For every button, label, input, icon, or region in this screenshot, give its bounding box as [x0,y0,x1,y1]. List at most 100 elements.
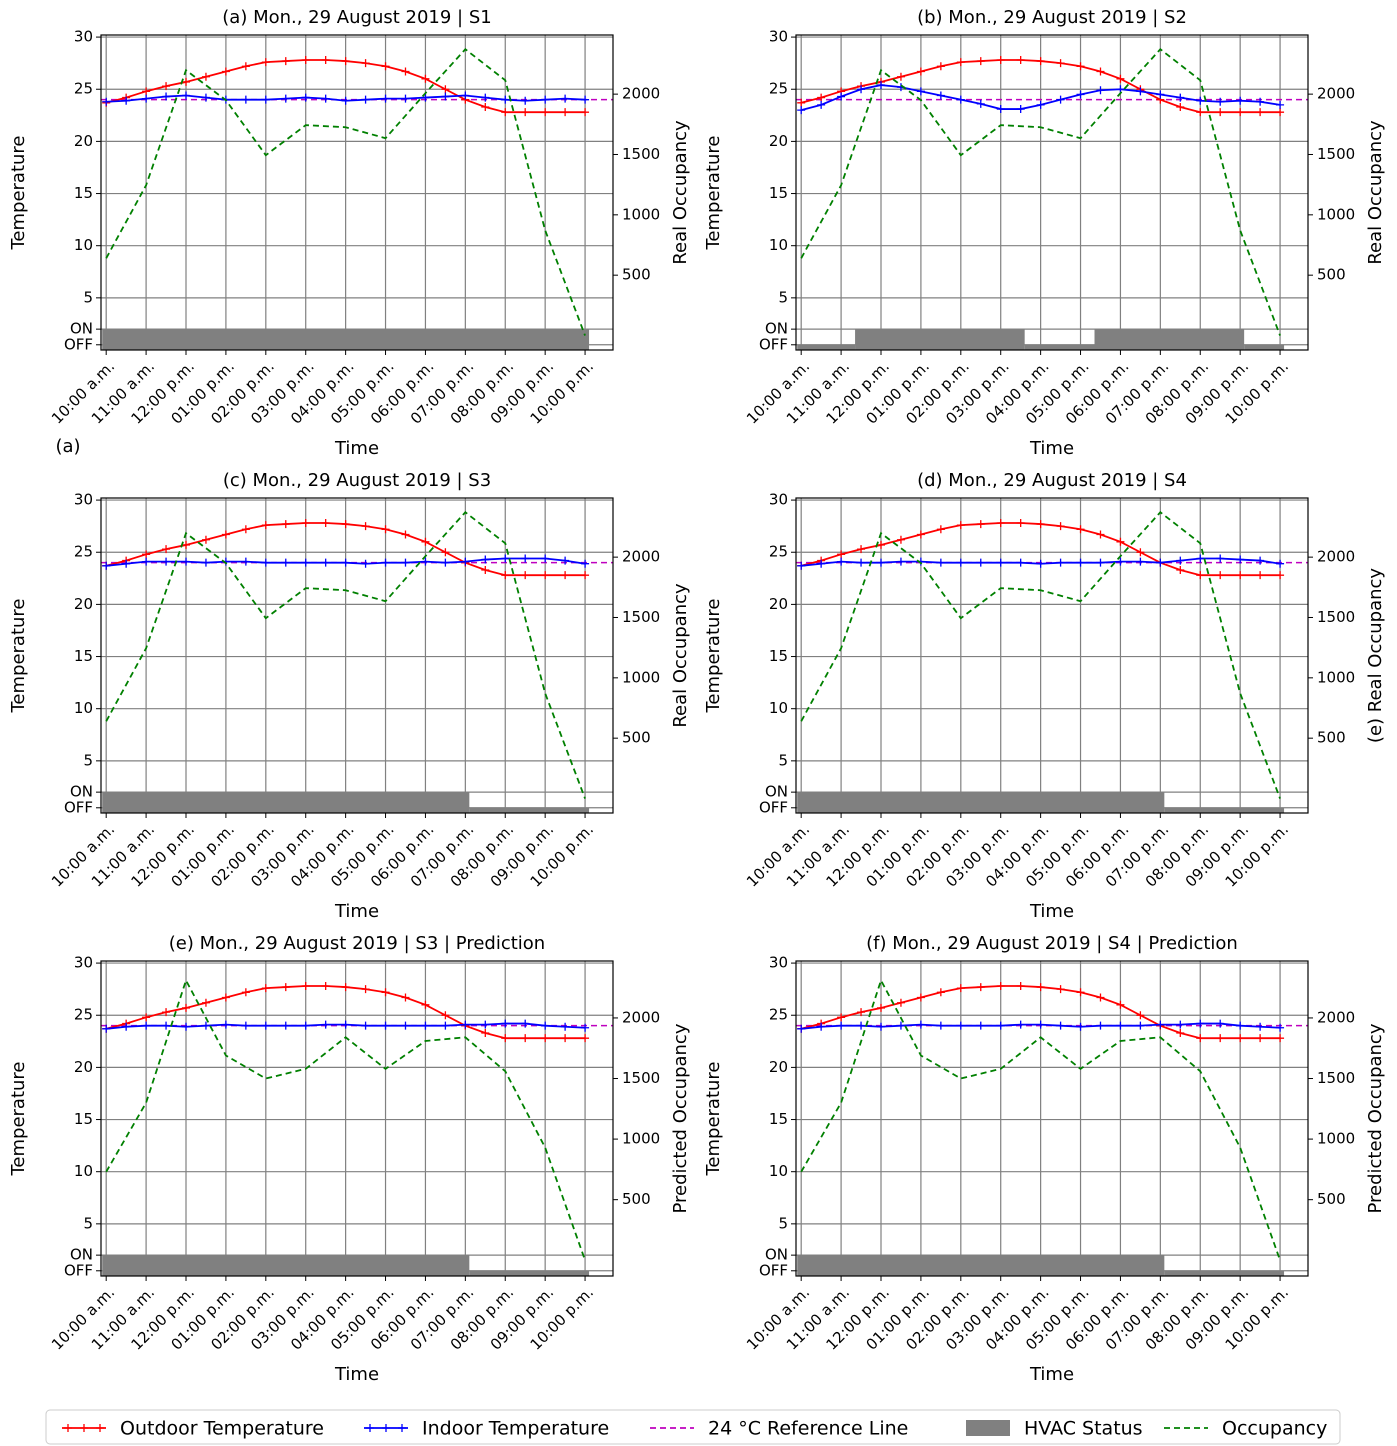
y-tick-label: ON [70,783,93,801]
marker [581,571,590,580]
marker [1016,558,1025,567]
legend-label: Outdoor Temperature [120,1418,324,1440]
hvac-bar [102,329,590,350]
marker [581,1034,590,1043]
marker [976,558,985,567]
x-axis-label: Time [1029,901,1074,922]
marker [421,93,430,102]
marker [301,558,310,567]
marker [1136,87,1145,96]
series-line [105,978,586,1261]
marker [1036,57,1045,66]
marker [561,1034,570,1043]
marker [936,558,945,567]
y-tick-label: 30 [769,491,788,509]
marker [401,530,410,539]
marker [1276,571,1285,580]
y-axis-label: Temperature [8,598,29,713]
marker [142,1013,151,1022]
marker [122,1022,131,1031]
marker [1056,522,1065,531]
marker [1176,1020,1185,1029]
marker [381,988,390,997]
y-tick-label: 10 [769,699,788,717]
marker [381,525,390,534]
marker [261,521,270,530]
marker [936,62,945,71]
marker [541,571,550,580]
marker [241,95,250,104]
y2-tick-label: 1000 [622,205,660,223]
marker [361,522,370,531]
marker [281,94,290,103]
marker [1176,565,1185,574]
plot-frame [795,34,1309,351]
marker [1096,67,1105,76]
marker [341,520,350,529]
x-axis-label: Time [334,438,379,459]
marker [301,93,310,102]
marker [481,565,490,574]
marker [122,96,131,105]
y-axis-label: Temperature [8,1061,29,1176]
legend-label: 24 °C Reference Line [708,1418,908,1440]
marker [996,56,1005,65]
y2-tick-label: 1000 [1317,668,1355,686]
y2-tick-label: 500 [1317,266,1346,284]
marker [162,92,171,101]
marker [1256,571,1265,580]
marker [896,557,905,566]
marker [1176,556,1185,565]
marker [1076,525,1085,534]
x-axis-label: Time [1029,438,1074,459]
marker [441,1011,450,1020]
marker [1076,1022,1085,1031]
marker [1276,100,1285,109]
y-tick-label: 10 [74,699,93,717]
y-tick-label: 5 [778,288,788,306]
y-tick-label: 10 [769,236,788,254]
marker [381,62,390,71]
y2-axis-label: (e) Real Occupancy [1365,568,1386,743]
marker [1016,56,1025,65]
marker [481,93,490,102]
marker [301,982,310,991]
marker [956,521,965,530]
y-tick-label: OFF [759,335,788,353]
marker [1116,537,1125,546]
y2-tick-label: 2000 [622,85,660,103]
marker [261,984,270,993]
y2-tick-label: 1500 [622,145,660,163]
marker [877,81,886,90]
marker [956,984,965,993]
y-tick-label: 20 [74,1058,93,1076]
marker [162,557,171,566]
marker [1136,548,1145,557]
marker [401,558,410,567]
marker [976,983,985,992]
y2-axis-label: Predicted Occupancy [670,1023,691,1213]
legend-label: HVAC Status [1024,1418,1143,1440]
x-axis-label: Time [334,901,379,922]
marker [916,1020,925,1029]
y-tick-label: 30 [74,28,93,46]
marker [361,559,370,568]
marker [837,92,846,101]
marker [122,559,131,568]
marker [896,1021,905,1030]
marker [1176,102,1185,111]
annotation: (a) [55,436,80,457]
marker [1216,1034,1225,1043]
marker [381,1021,390,1030]
y-tick-label: 30 [769,954,788,972]
y-tick-label: 5 [83,288,93,306]
chart-title: (f) Mon., 29 August 2019 | S4 | Predicti… [866,933,1238,954]
legend-marker [80,1424,88,1432]
marker [321,982,330,991]
marker [1036,520,1045,529]
marker [877,1003,886,1012]
y2-tick-label: 2000 [622,1008,660,1026]
marker [501,95,510,104]
marker [221,993,230,1002]
